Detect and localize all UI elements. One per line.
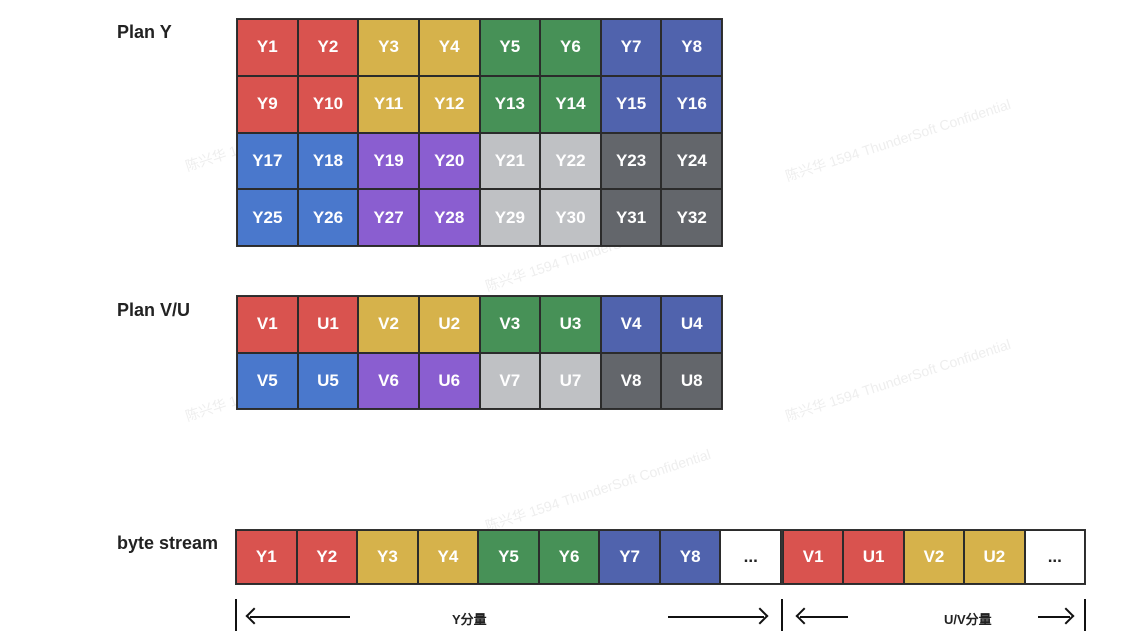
plan-vu-cell: V5 [237, 352, 298, 409]
plan-vu-cell: U1 [297, 296, 359, 353]
watermark: 陈兴华 1594 ThunderSoft Confidential [783, 335, 1013, 425]
uv-range-end-bracket [1084, 599, 1086, 631]
stream-y-cell: Y3 [357, 530, 418, 584]
stream-y-cell: Y2 [296, 530, 358, 584]
watermark: 陈兴华 1594 ThunderSoft Confidential [783, 95, 1013, 185]
plan-y-cell: Y24 [661, 132, 722, 190]
stream-uv-cell: U2 [964, 530, 1025, 584]
stream-y-cell: ... [720, 530, 781, 584]
byte-stream-label: byte stream [117, 533, 219, 553]
watermark: 陈兴华 1594 ThunderSoft Confidential [483, 445, 713, 535]
plan-y-grid: Y1 Y2 Y3 Y4 Y5 Y6 Y7 Y8 Y9 Y10 Y11 Y12 Y13 Y14 Y15 Y16 Y… [236, 18, 723, 247]
byte-stream-uv: V1 U1 V2 U2... [782, 529, 1086, 585]
plan-vu-cell: V2 [358, 296, 419, 353]
plan-y-cell: Y21 [479, 132, 541, 190]
plan-y-cell: Y9 [237, 75, 298, 133]
plan-y-cell: Y5 [479, 19, 541, 76]
plan-y-cell: Y8 [661, 19, 722, 76]
plan-y-cell: Y23 [600, 132, 662, 190]
plan-vu-cell: U6 [418, 352, 480, 409]
plan-vu-cell: U2 [418, 296, 480, 353]
stream-uv-cell: ... [1024, 530, 1085, 584]
uv-range-left-arrow [800, 616, 848, 618]
stream-y-cell: Y6 [538, 530, 600, 584]
plan-y-cell: Y30 [540, 189, 601, 246]
plan-y-cell: Y18 [297, 132, 359, 190]
stream-y-cell: Y1 [236, 530, 297, 584]
plan-y-cell: Y20 [418, 132, 480, 190]
stream-uv-cell: V2 [903, 530, 965, 584]
y-range-start-bracket [235, 599, 237, 631]
plan-y-cell: Y12 [418, 75, 480, 133]
plan-y-cell: Y27 [358, 189, 419, 246]
plan-y-cell: Y10 [297, 75, 359, 133]
plan-y-cell: Y25 [237, 189, 298, 246]
plan-vu-cell: U7 [540, 352, 601, 409]
y-range-right-arrow [668, 616, 764, 618]
plan-vu-cell: V8 [600, 352, 662, 409]
plan-y-cell: Y16 [661, 75, 722, 133]
plan-y-cell: Y31 [600, 189, 662, 246]
y-range-end-bracket [781, 599, 783, 631]
plan-vu-cell: U3 [540, 296, 601, 353]
stream-y-cell: Y8 [659, 530, 721, 584]
plan-vu-cell: U4 [661, 296, 722, 353]
plan-y-cell: Y6 [540, 19, 601, 76]
plan-vu-cell: U5 [297, 352, 359, 409]
y-range-label: Y分量 [452, 612, 487, 627]
plan-y-cell: Y14 [540, 75, 601, 133]
stream-y-cell: Y5 [478, 530, 539, 584]
stream-y-cell: Y7 [599, 530, 660, 584]
y-range-left-arrow [250, 616, 350, 618]
stream-uv-cell: V1 [783, 530, 844, 584]
plan-y-cell: Y1 [237, 19, 298, 76]
plan-vu-label: Plan V/U [117, 300, 191, 320]
plan-vu-cell: V6 [358, 352, 419, 409]
plan-y-cell: Y17 [237, 132, 298, 190]
uv-range-label: U/V分量 [944, 612, 992, 627]
plan-vu-cell: V3 [479, 296, 541, 353]
plan-y-cell: Y7 [600, 19, 662, 76]
plan-y-label: Plan Y [117, 22, 172, 42]
plan-y-cell: Y11 [358, 75, 419, 133]
plan-y-cell: Y2 [297, 19, 359, 76]
plan-vu-grid: V1 U1 V2 U2 V3 U3 V4 U4 V5 U5 V6 U6 V7 U7 V8 U8 [236, 295, 723, 410]
plan-y-cell: Y3 [358, 19, 419, 76]
byte-stream-y: Y1 Y2 Y3 Y4 Y5 Y6 Y7 Y8... [235, 529, 782, 585]
plan-y-cell: Y26 [297, 189, 359, 246]
plan-vu-cell: V1 [237, 296, 298, 353]
plan-vu-cell: V7 [479, 352, 541, 409]
stream-uv-cell: U1 [843, 530, 904, 584]
uv-range-right-arrow [1038, 616, 1070, 618]
plan-vu-cell: V4 [600, 296, 662, 353]
plan-y-cell: Y29 [479, 189, 541, 246]
plan-y-cell: Y4 [418, 19, 480, 76]
plan-y-cell: Y32 [661, 189, 722, 246]
plan-y-cell: Y28 [418, 189, 480, 246]
plan-y-cell: Y15 [600, 75, 662, 133]
plan-y-cell: Y22 [540, 132, 601, 190]
plan-y-cell: Y19 [358, 132, 419, 190]
plan-y-cell: Y13 [479, 75, 541, 133]
plan-vu-cell: U8 [661, 352, 722, 409]
stream-y-cell: Y4 [417, 530, 479, 584]
